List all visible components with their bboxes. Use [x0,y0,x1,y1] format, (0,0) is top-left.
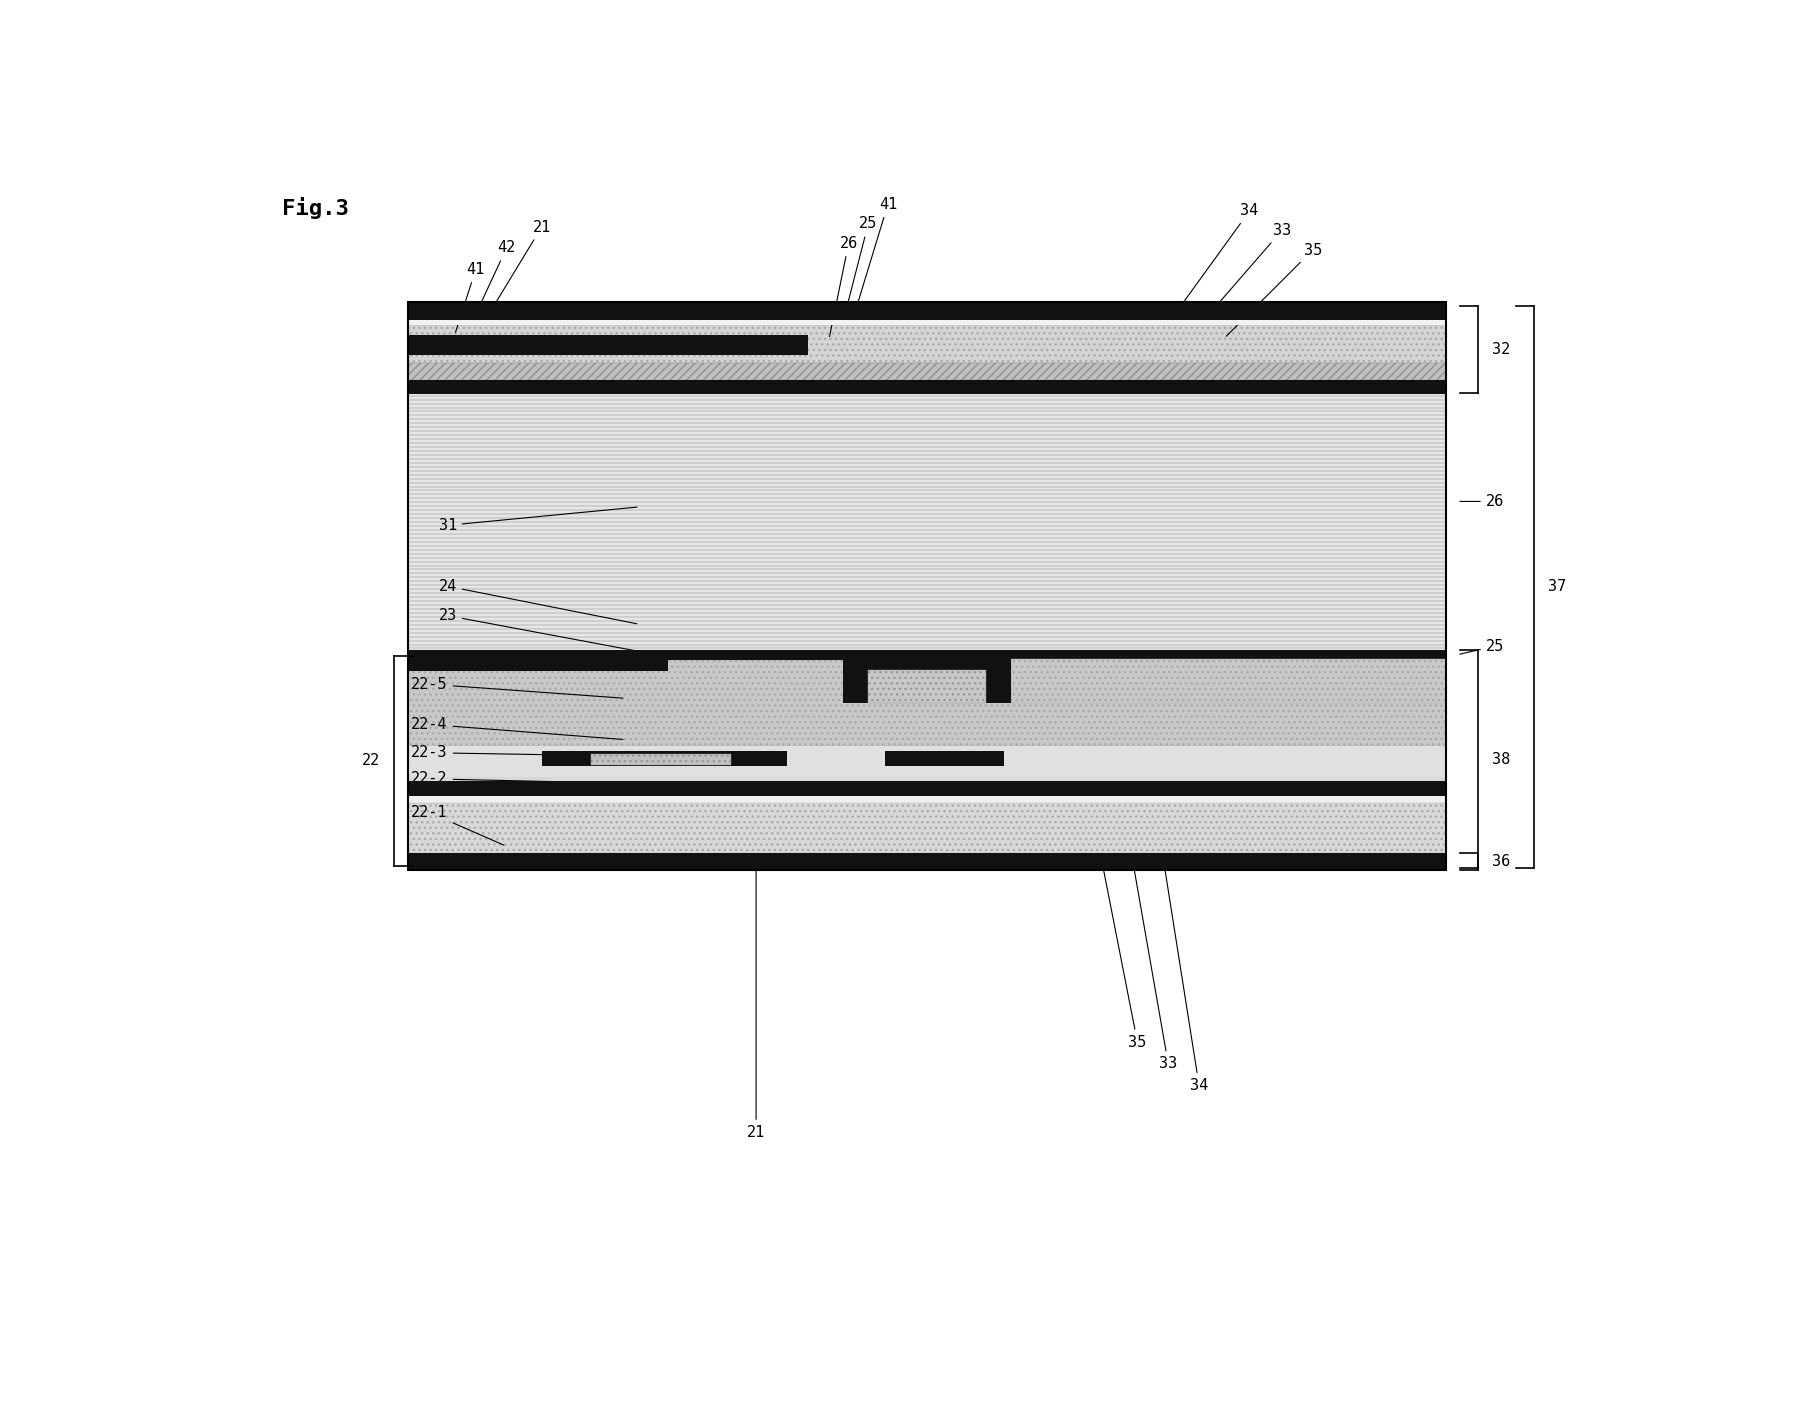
Bar [409,650,1445,660]
Bar [1004,660,1445,671]
Text: 35: 35 [1103,866,1147,1050]
Text: 24: 24 [438,579,637,623]
Text: 37: 37 [1549,579,1567,595]
Text: 33: 33 [1134,866,1178,1071]
Text: 21: 21 [747,869,765,1140]
Bar [409,797,1445,803]
Text: 34: 34 [1165,866,1208,1094]
Text: 36: 36 [1492,853,1511,869]
Text: 25: 25 [843,216,877,319]
Text: 26: 26 [1460,495,1503,509]
Bar [409,803,1445,853]
Bar [409,781,1445,797]
Text: 22-1: 22-1 [411,805,505,845]
Text: 22-5: 22-5 [411,677,622,698]
Text: 21: 21 [497,220,550,301]
Bar [409,777,1445,781]
Bar [409,363,1445,380]
Text: 25: 25 [1460,639,1503,654]
Bar [868,670,986,702]
Bar [409,335,809,355]
Text: 31: 31 [438,507,637,533]
Bar [843,658,1011,670]
Bar [409,746,1445,779]
Bar [409,325,1445,363]
Text: 34: 34 [1181,203,1259,305]
Bar [409,853,1445,870]
Text: 33: 33 [1203,223,1292,322]
Text: 22-4: 22-4 [411,716,622,739]
Text: 42: 42 [476,240,516,315]
Bar [409,660,668,671]
Bar [986,658,1011,702]
Text: 22-2: 22-2 [411,771,622,787]
Bar [843,658,868,702]
Text: 38: 38 [1492,752,1511,767]
Text: 23: 23 [438,608,637,651]
Text: 22-3: 22-3 [411,745,622,760]
Bar [409,660,1445,746]
Bar [590,753,731,764]
Bar [1011,658,1445,702]
Text: 22: 22 [362,753,380,769]
Bar [541,750,787,766]
Text: 41: 41 [456,263,485,332]
Text: Fig.3: Fig.3 [282,196,349,219]
Text: 35: 35 [1227,243,1322,336]
Bar [409,380,1445,394]
Text: 26: 26 [830,236,857,336]
Text: 41: 41 [857,196,897,302]
Bar [409,302,1445,870]
Bar [409,394,1445,650]
Text: 32: 32 [1492,342,1511,356]
Bar [409,302,1445,319]
Bar [409,319,1445,325]
Bar [885,750,1004,766]
